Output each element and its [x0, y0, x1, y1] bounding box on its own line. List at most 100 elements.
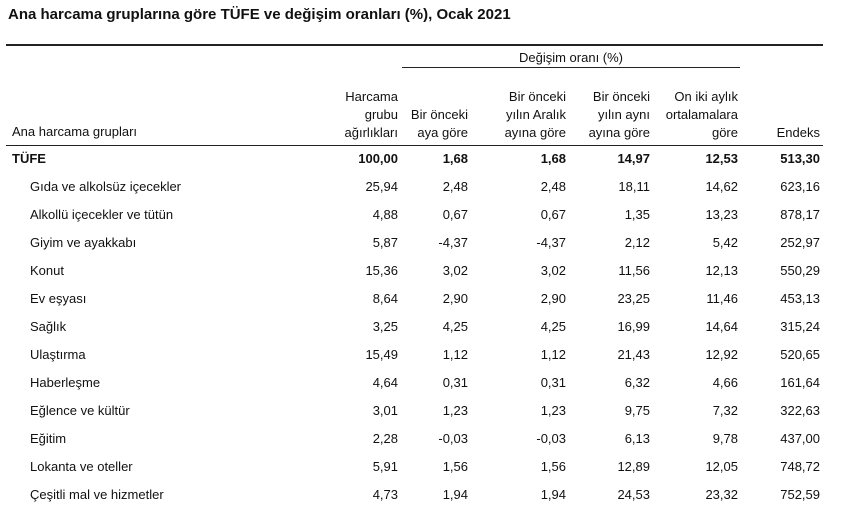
cell-mom: 4,25	[442, 319, 468, 334]
cell-yoy: 11,56	[618, 263, 650, 278]
row-label: Eğitim	[30, 431, 67, 446]
row-label: Ev eşyası	[30, 291, 87, 306]
cell-avg12: 4,66	[712, 375, 738, 390]
table-row: Ev eşyası 8,64 2,90 2,90 23,25 11,46 453,13	[0, 285, 850, 313]
cell-yoy: 21,43	[617, 347, 650, 362]
cell-index: 550,29	[780, 263, 820, 278]
cell-weight: 25,94	[365, 179, 398, 194]
cell-index: 453,13	[780, 291, 820, 306]
cell-mom: 2,90	[442, 291, 468, 306]
cell-weight: 3,25	[372, 319, 398, 334]
cell-mom: -0,03	[438, 431, 468, 446]
cell-ytd: 1,56	[540, 459, 566, 474]
cell-weight: 4,88	[372, 207, 398, 222]
table-row: Giyim ve ayakkabı 5,87 -4,37 -4,37 2,12 5,42 2…	[0, 229, 850, 257]
cell-index: 513,30	[780, 151, 820, 166]
cell-ytd: 0,31	[540, 375, 566, 390]
row-label: Konut	[30, 263, 64, 278]
cell-index: 878,17	[780, 207, 820, 222]
row-label: TÜFE	[12, 151, 46, 166]
cell-mom: 1,56	[442, 459, 468, 474]
cell-mom: 1,68	[442, 151, 468, 166]
column-header-weight: Harcama grubu ağırlıkları	[344, 89, 398, 140]
table-row-total: TÜFE 100,00 1,68 1,68 14,97 12,53 513,30	[0, 145, 850, 173]
row-label: Alkollü içecekler ve tütün	[30, 207, 174, 222]
cell-ytd: 0,67	[540, 207, 566, 222]
table-row: Alkollü içecekler ve tütün 4,88 0,67 0,67 1,…	[0, 201, 850, 229]
cell-yoy: 18,11	[618, 179, 650, 194]
cell-weight: 15,49	[365, 347, 398, 362]
cell-ytd: -4,37	[536, 235, 566, 250]
cell-avg12: 9,78	[712, 431, 738, 446]
cell-index: 315,24	[780, 319, 820, 334]
cell-mom: 2,48	[442, 179, 468, 194]
cell-ytd: 1,12	[540, 347, 566, 362]
cell-mom: 1,23	[442, 403, 468, 418]
cell-avg12: 12,53	[705, 151, 738, 166]
table-row: Gıda ve alkolsüz içecekler 25,94 2,48 2,48 1…	[0, 173, 850, 201]
cell-ytd: 2,48	[540, 179, 566, 194]
cell-avg12: 12,13	[705, 263, 738, 278]
cell-index: 161,64	[780, 375, 820, 390]
cell-weight: 3,01	[372, 403, 398, 418]
cell-weight: 5,87	[372, 235, 398, 250]
cell-yoy: 24,53	[617, 487, 650, 502]
cell-ytd: 1,23	[540, 403, 566, 418]
cell-yoy: 2,12	[624, 235, 650, 250]
cell-weight: 2,28	[372, 431, 398, 446]
top-rule	[6, 44, 823, 46]
cell-mom: 0,67	[442, 207, 468, 222]
cell-yoy: 1,35	[624, 207, 650, 222]
cell-weight: 100,00	[358, 151, 398, 166]
cell-yoy: 12,89	[617, 459, 650, 474]
row-label: Eğlence ve kültür	[30, 403, 130, 418]
column-header-ytd: Bir önceki yılın Aralık ayına göre	[504, 89, 566, 140]
change-rate-group-header: Değişim oranı (%)	[518, 50, 624, 65]
table-row: Eğlence ve kültür 3,01 1,23 1,23 9,75 7,32 322…	[0, 397, 850, 425]
cell-index: 623,16	[780, 179, 820, 194]
cell-index: 322,63	[780, 403, 820, 418]
cell-mom: 1,12	[442, 347, 468, 362]
row-label: Sağlık	[30, 319, 67, 334]
cell-mom: -4,37	[438, 235, 468, 250]
cell-mom: 3,02	[442, 263, 468, 278]
cell-yoy: 6,32	[624, 375, 650, 390]
table-row: Lokanta ve oteller 5,91 1,56 1,56 12,89 12,05…	[0, 453, 850, 481]
column-header-yoy: Bir önceki yılın aynı ayına göre	[588, 89, 650, 140]
table-row: Sağlık 3,25 4,25 4,25 16,99 14,64 315,24	[0, 313, 850, 341]
cell-ytd: -0,03	[536, 431, 566, 446]
cell-avg12: 11,46	[706, 291, 738, 306]
cell-weight: 5,91	[372, 459, 398, 474]
cell-ytd: 4,25	[540, 319, 566, 334]
cell-ytd: 1,68	[540, 151, 566, 166]
cell-index: 748,72	[780, 459, 820, 474]
column-header-index: Endeks	[776, 125, 820, 140]
cell-avg12: 7,32	[712, 403, 738, 418]
row-label: Lokanta ve oteller	[30, 459, 133, 474]
cell-ytd: 1,94	[540, 487, 566, 502]
cell-yoy: 9,75	[624, 403, 650, 418]
cell-ytd: 2,90	[540, 291, 566, 306]
cell-weight: 4,73	[372, 487, 398, 502]
table-row: Çeşitli mal ve hizmetler 4,73 1,94 1,94 24,5…	[0, 481, 850, 509]
cell-avg12: 23,32	[705, 487, 738, 502]
cell-ytd: 3,02	[540, 263, 566, 278]
cell-index: 752,59	[780, 487, 820, 502]
cell-weight: 8,64	[372, 291, 398, 306]
table-title: Ana harcama gruplarına göre TÜFE ve deği…	[8, 6, 511, 23]
cell-yoy: 14,97	[617, 151, 650, 166]
cell-avg12: 5,42	[712, 235, 738, 250]
row-label: Giyim ve ayakkabı	[30, 235, 137, 250]
row-label: Ulaştırma	[30, 347, 86, 362]
row-label: Çeşitli mal ve hizmetler	[30, 487, 164, 502]
column-header-mom: Bir önceki aya göre	[410, 107, 468, 140]
cell-weight: 4,64	[372, 375, 398, 390]
column-header-group: Ana harcama grupları	[12, 124, 138, 139]
table-row: Konut 15,36 3,02 3,02 11,56 12,13 550,29	[0, 257, 850, 285]
cell-yoy: 23,25	[617, 291, 650, 306]
cell-index: 520,65	[780, 347, 820, 362]
table-row: Ulaştırma 15,49 1,12 1,12 21,43 12,92 520,65	[0, 341, 850, 369]
group-header-rule	[402, 67, 740, 68]
cell-mom: 0,31	[442, 375, 468, 390]
cell-avg12: 13,23	[705, 207, 738, 222]
